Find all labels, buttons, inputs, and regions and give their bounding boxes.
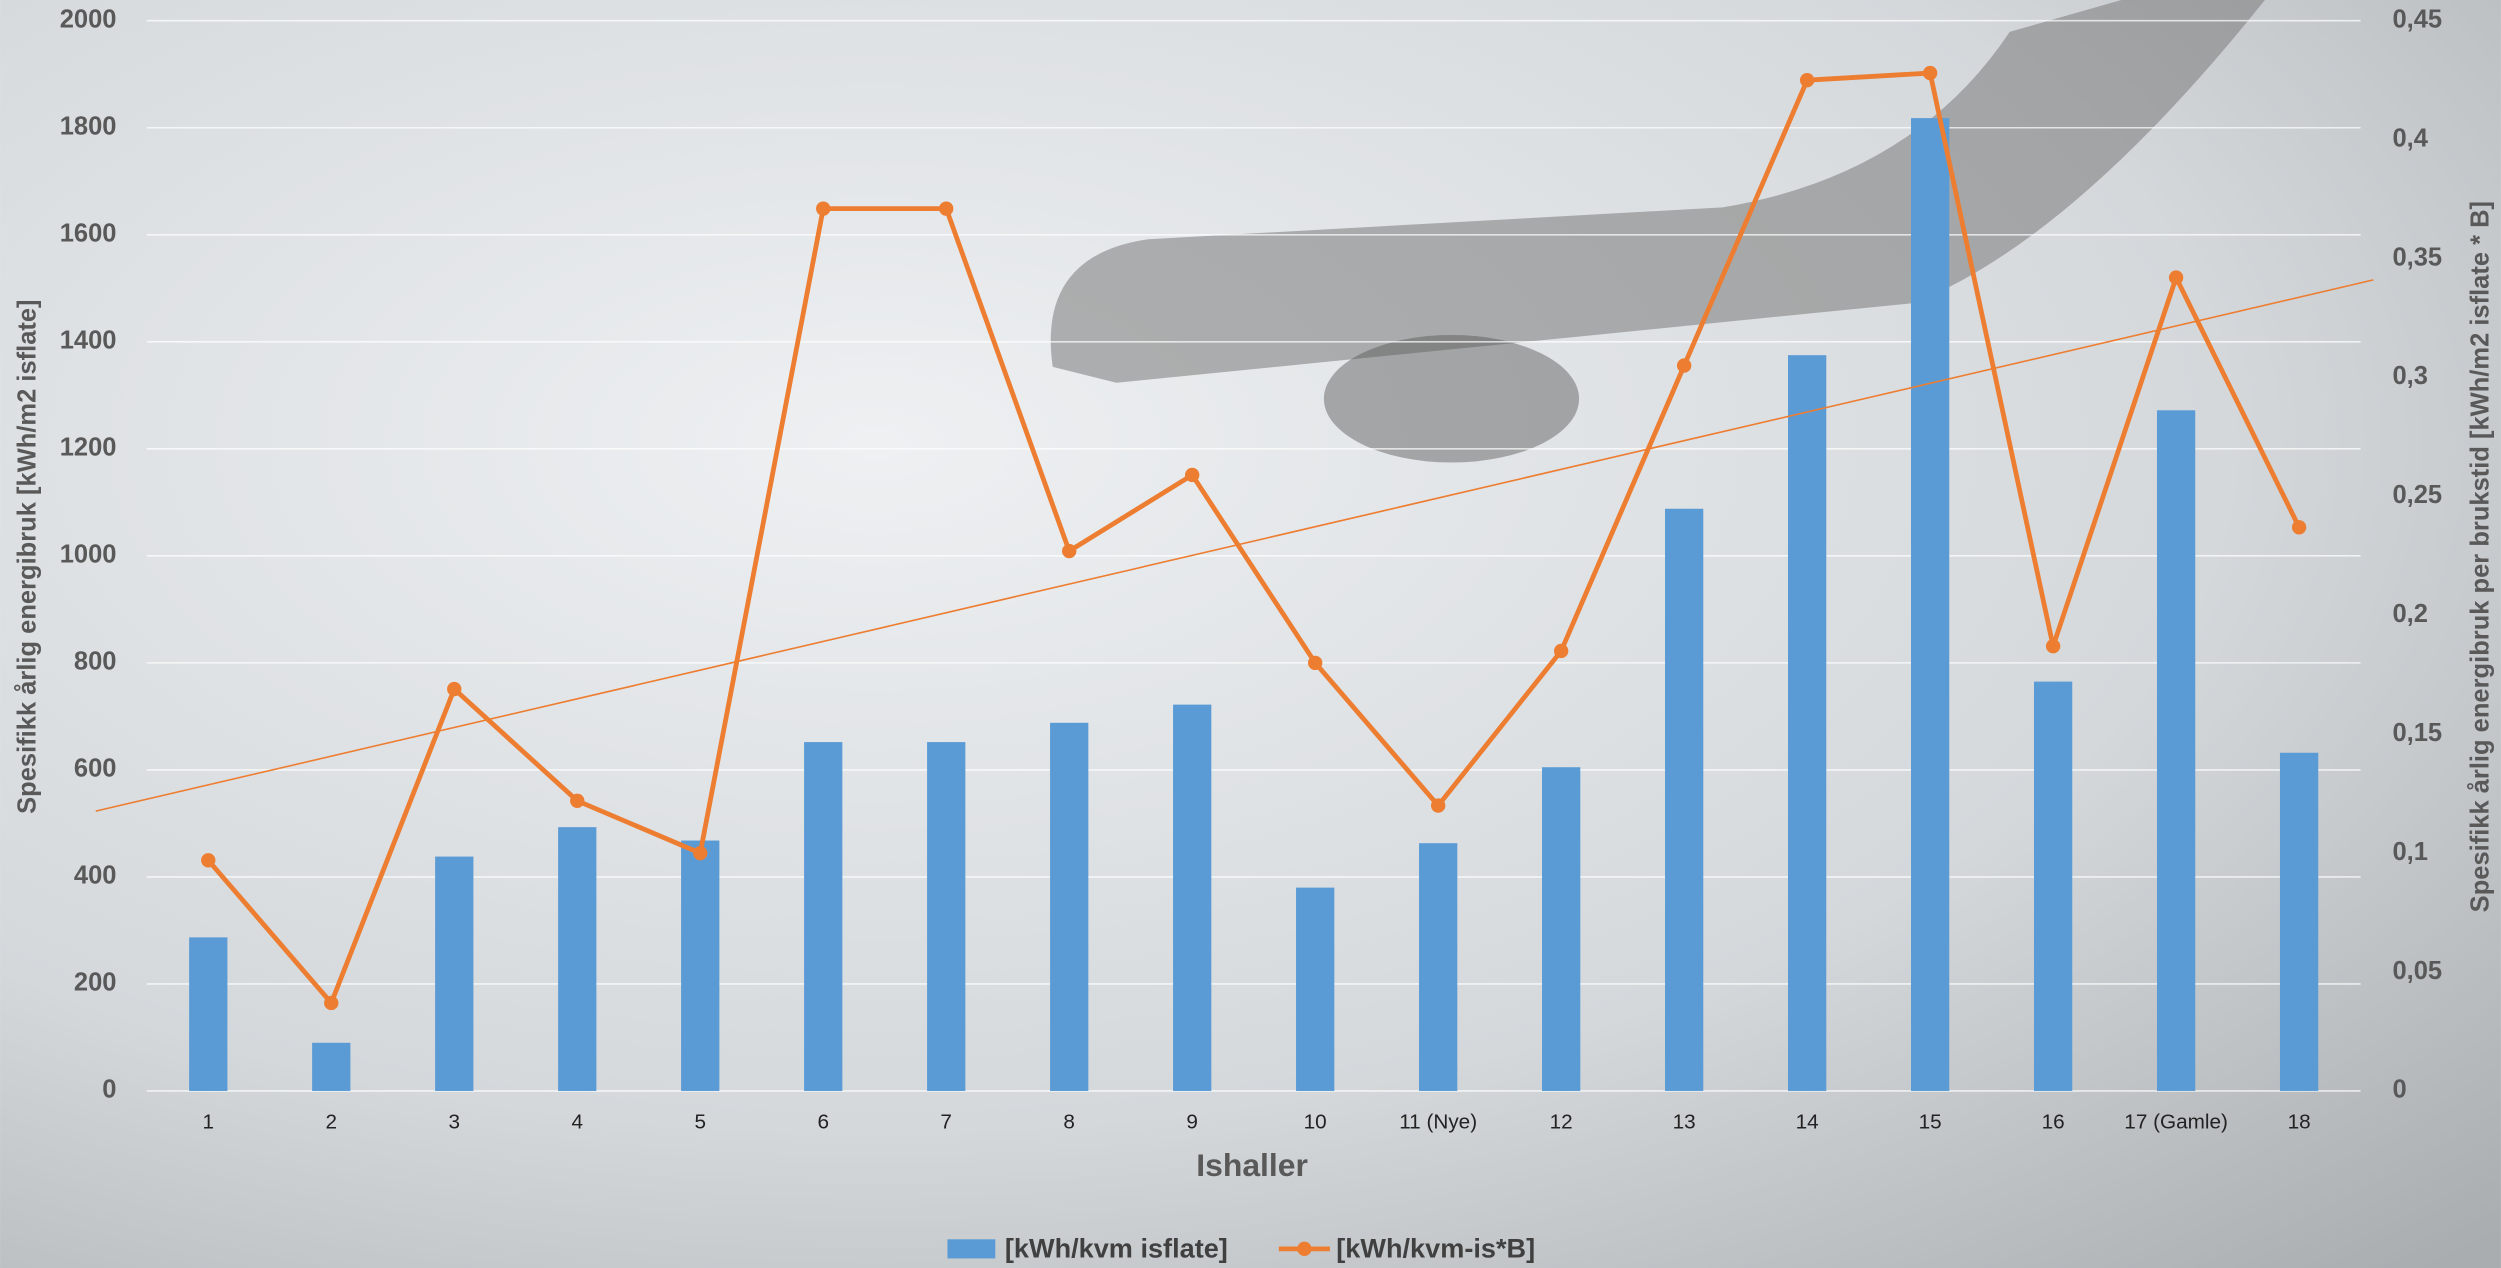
y2-tick-label: 0,35 [2392, 243, 2442, 271]
x-tick-label: 14 [1796, 1110, 1819, 1133]
x-tick-label: 8 [1063, 1110, 1075, 1133]
y2-tick-label: 0 [2392, 1076, 2406, 1104]
y-tick-label: 1200 [60, 434, 117, 462]
y-tick-label: 1800 [60, 112, 117, 140]
line-point [1553, 643, 1569, 659]
x-tick-label: 2 [326, 1110, 338, 1133]
legend-swatch [947, 1239, 996, 1259]
y-tick-label: 200 [74, 969, 117, 997]
hockey-stick [1050, 0, 2265, 383]
line-point [201, 853, 216, 868]
bar [1050, 722, 1089, 1091]
y2-tick-label: 0,3 [2392, 362, 2427, 390]
bar [927, 742, 966, 1091]
y-tick-label: 2000 [60, 5, 117, 33]
bar [2156, 410, 2196, 1091]
x-tick-label: 13 [1673, 1110, 1696, 1133]
line-point [2045, 639, 2061, 654]
bar [1173, 704, 1212, 1091]
line-point [2291, 520, 2307, 535]
line-point [1308, 655, 1323, 671]
legend-swatch [1297, 1241, 1312, 1257]
bar [435, 856, 474, 1091]
bar [681, 840, 720, 1091]
y-tick-label: 600 [74, 755, 117, 783]
bar [558, 827, 597, 1091]
x-tick-label: 5 [694, 1110, 706, 1133]
y-tick-label: 800 [74, 648, 117, 676]
line-point [693, 845, 708, 861]
y2-tick-label: 0,45 [2392, 5, 2442, 33]
line-point [1676, 358, 1692, 373]
y-axis-title: Spesifikk årlig energibruk [kWh/m2 isfla… [13, 299, 41, 813]
y-tick-label: 400 [74, 862, 117, 890]
x-tick-label: 11 (Nye) [1399, 1110, 1477, 1133]
line-point [1922, 65, 1938, 81]
x-tick-label: 18 [2288, 1110, 2311, 1133]
y-tick-label: 0 [102, 1076, 116, 1104]
y2-tick-label: 0,15 [2392, 719, 2442, 747]
line-point [447, 681, 462, 697]
x-tick-label: 6 [817, 1110, 829, 1133]
bar [1419, 843, 1458, 1091]
y2-axis-title: Spesifikk årlig energibruk per brukstid … [2467, 201, 2495, 912]
x-tick-label: 7 [940, 1110, 952, 1133]
y2-tick-label: 0,4 [2392, 124, 2428, 152]
y2-tick-label: 0,1 [2392, 838, 2427, 866]
x-tick-label: 10 [1304, 1110, 1327, 1133]
y-tick-label: 1600 [60, 220, 117, 248]
bar [189, 937, 228, 1091]
line [206, 70, 2302, 1006]
x-tick-label: 1 [203, 1110, 215, 1133]
y2-tick-label: 0,25 [2392, 481, 2442, 509]
x-tick-label: 17 (Gamle) [2124, 1110, 2228, 1133]
x-tick-label: 15 [1919, 1110, 1942, 1133]
line-point [2168, 270, 2184, 285]
x-tick-label: 9 [1186, 1110, 1198, 1133]
x-tick-label: 4 [571, 1110, 583, 1133]
bar [1542, 767, 1581, 1091]
line-point [1062, 543, 1077, 559]
x-tick-label: 16 [2042, 1110, 2065, 1133]
legend-label: [kWh/kvm-is*B] [1336, 1233, 1535, 1264]
line-point [816, 201, 831, 216]
bar [804, 742, 843, 1091]
line-point [939, 201, 954, 216]
line-point [324, 995, 339, 1011]
puck [1323, 334, 1580, 463]
bar [312, 1042, 351, 1091]
legend-label: [kWh/kvm isflate] [1005, 1233, 1228, 1264]
bar [2033, 681, 2073, 1091]
line-point [1185, 467, 1200, 483]
y2-tick-label: 0,2 [2392, 600, 2427, 628]
x-tick-label: 3 [448, 1110, 460, 1133]
bar [1665, 508, 1704, 1091]
y-tick-label: 1400 [60, 327, 117, 355]
y2-tick-label: 0,05 [2392, 957, 2442, 985]
y-tick-label: 1000 [60, 541, 117, 569]
line-point [1799, 73, 1815, 88]
bar [1788, 355, 1827, 1091]
bar [1296, 887, 1335, 1091]
line-point [1430, 798, 1446, 813]
bar [2279, 752, 2319, 1091]
x-axis-title: Ishaller [1196, 1147, 1308, 1183]
bar [1910, 118, 1950, 1091]
x-tick-label: 12 [1550, 1110, 1573, 1133]
line-point [570, 793, 585, 808]
